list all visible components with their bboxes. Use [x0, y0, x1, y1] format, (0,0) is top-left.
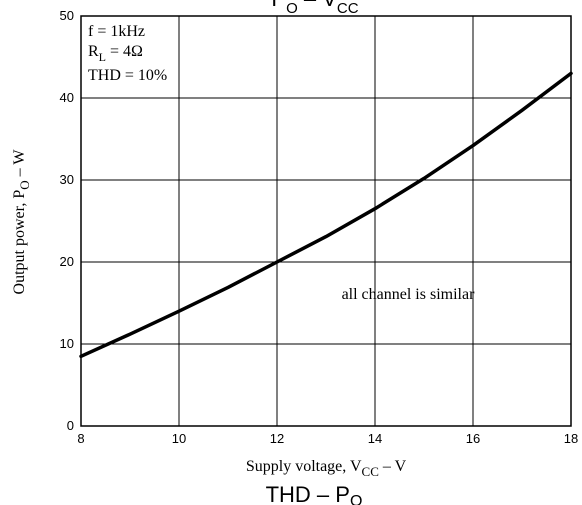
x-tick-label-18: 18: [564, 431, 578, 446]
x-tick-label-8: 8: [77, 431, 84, 446]
y-tick-label-10: 10: [60, 336, 74, 351]
y-tick-label-50: 50: [60, 8, 74, 23]
chart-title: PO – VCC: [271, 0, 358, 17]
series-line: [79, 71, 573, 359]
y-tick-label-30: 30: [60, 172, 74, 187]
y-axis-label: Output power, PO – W: [11, 149, 32, 295]
tick-labels: 8 10 12 14 16 18 0 10 20 30 40 50: [60, 8, 579, 446]
condition-load: RL = 4Ω: [88, 43, 143, 64]
grid-lines: [81, 16, 571, 426]
bottom-chart-title: THD – PO: [266, 482, 363, 505]
condition-thd: THD = 10%: [88, 67, 167, 84]
x-tick-label-10: 10: [172, 431, 186, 446]
y-tick-label-40: 40: [60, 90, 74, 105]
x-tick-label-14: 14: [368, 431, 382, 446]
condition-frequency: f = 1kHz: [88, 23, 145, 40]
plot-area: [80, 15, 572, 427]
x-axis-label: Supply voltage, VCC – V: [246, 458, 407, 479]
y-tick-label-0: 0: [67, 418, 74, 433]
y-tick-label-20: 20: [60, 254, 74, 269]
annotation-similar: all channel is similar: [342, 286, 476, 303]
x-tick-label-12: 12: [270, 431, 284, 446]
x-tick-label-16: 16: [466, 431, 480, 446]
